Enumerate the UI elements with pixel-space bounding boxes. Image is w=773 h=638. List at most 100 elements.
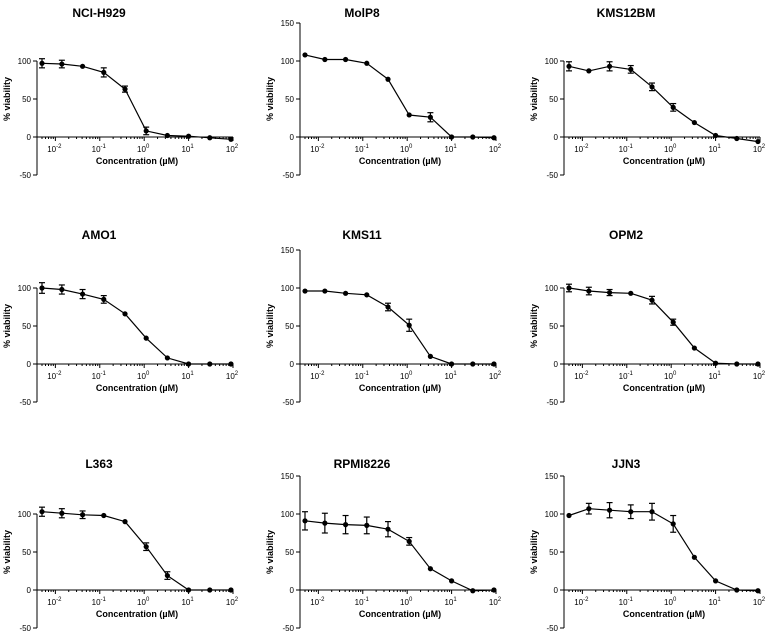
- x-tick-exponent: 0: [146, 597, 150, 603]
- x-tick-label: 10-1: [355, 144, 370, 154]
- x-tick-exponent: 2: [498, 144, 502, 150]
- x-tick-base: 10: [400, 598, 409, 607]
- data-point: [491, 135, 497, 141]
- x-tick-exponent: 1: [717, 597, 721, 603]
- data-point: [342, 522, 349, 528]
- x-tick-exponent: 0: [146, 371, 150, 377]
- y-tick-label: 0: [554, 586, 559, 595]
- chart-title: NCI-H929: [72, 6, 126, 20]
- data-point: [364, 60, 370, 66]
- x-tick-base: 10: [708, 372, 717, 381]
- x-tick-base: 10: [489, 145, 498, 154]
- x-tick-base: 10: [47, 372, 56, 381]
- y-axis-label: % viability: [2, 304, 12, 348]
- x-axis-label: Concentration (µM): [623, 156, 705, 166]
- y-axis-label: % viability: [529, 77, 539, 121]
- x-tick-exponent: -2: [319, 144, 325, 150]
- y-tick-label: -50: [282, 398, 294, 407]
- y-tick-label: 100: [545, 57, 559, 66]
- data-point: [79, 512, 86, 518]
- data-point: [670, 104, 676, 110]
- series-line: [41, 287, 231, 365]
- y-tick-label: 0: [290, 360, 295, 369]
- y-axis-label: % viability: [265, 530, 275, 574]
- y-tick-label: 50: [22, 548, 31, 557]
- series-line: [568, 508, 759, 592]
- data-point: [228, 587, 234, 593]
- y-tick-label: -50: [282, 624, 294, 633]
- x-tick-exponent: -2: [56, 597, 62, 603]
- y-tick-label: 100: [545, 284, 559, 293]
- x-tick-base: 10: [664, 598, 673, 607]
- x-tick-base: 10: [708, 598, 717, 607]
- data-point: [427, 566, 433, 572]
- data-point: [164, 132, 170, 139]
- data-point: [164, 572, 170, 579]
- x-tick-base: 10: [619, 372, 628, 381]
- x-tick-base: 10: [619, 598, 628, 607]
- y-tick-label: 100: [18, 284, 32, 293]
- x-tick-exponent: -2: [583, 144, 589, 150]
- data-point: [143, 544, 149, 550]
- x-tick-base: 10: [137, 598, 146, 607]
- x-axis-label: Concentration (µM): [359, 609, 441, 619]
- x-tick-exponent: 1: [453, 144, 457, 150]
- data-point: [101, 296, 107, 302]
- x-tick-base: 10: [226, 598, 235, 607]
- x-tick-label: 10-2: [47, 144, 62, 154]
- x-tick-exponent: 0: [673, 371, 677, 377]
- x-axis-label: Concentration (µM): [359, 383, 441, 393]
- y-tick-label: 50: [285, 95, 294, 104]
- x-tick-label: 10-2: [574, 144, 589, 154]
- y-tick-label: 150: [281, 472, 295, 481]
- x-tick-base: 10: [47, 598, 56, 607]
- x-tick-exponent: 2: [762, 144, 766, 150]
- chart-title: L363: [85, 457, 113, 471]
- data-point: [185, 133, 192, 139]
- data-point: [302, 52, 308, 58]
- x-tick-base: 10: [400, 372, 409, 381]
- data-point: [427, 353, 433, 359]
- data-point: [228, 136, 234, 142]
- x-tick-base: 10: [444, 145, 453, 154]
- chart-title: KMS12BM: [597, 6, 656, 20]
- data-point: [164, 355, 170, 361]
- data-point: [342, 56, 349, 63]
- x-tick-exponent: 1: [453, 597, 457, 603]
- data-point: [628, 509, 634, 515]
- data-point: [649, 297, 655, 303]
- y-tick-label: 100: [18, 57, 32, 66]
- y-tick-label: 50: [549, 322, 558, 331]
- data-point: [302, 518, 308, 524]
- x-tick-exponent: 0: [673, 597, 677, 603]
- data-point: [691, 119, 697, 126]
- data-point: [101, 512, 107, 519]
- chart-title: OPM2: [609, 228, 643, 242]
- y-tick-label: -50: [546, 171, 558, 180]
- x-tick-label: 101: [444, 144, 457, 154]
- x-tick-base: 10: [400, 145, 409, 154]
- y-axis-label: % viability: [265, 77, 275, 121]
- x-tick-exponent: -1: [101, 144, 107, 150]
- y-axis-label: % viability: [529, 304, 539, 348]
- data-point: [448, 578, 455, 584]
- x-tick-base: 10: [574, 145, 583, 154]
- data-point: [122, 311, 128, 317]
- x-tick-base: 10: [181, 598, 190, 607]
- data-point: [649, 84, 655, 90]
- x-tick-exponent: -1: [101, 597, 107, 603]
- x-tick-label: 101: [181, 597, 194, 607]
- data-point: [755, 138, 761, 145]
- data-point: [734, 361, 740, 367]
- x-tick-base: 10: [444, 598, 453, 607]
- x-tick-exponent: -1: [364, 144, 370, 150]
- data-point: [470, 588, 476, 594]
- data-point: [59, 510, 65, 516]
- x-tick-exponent: 1: [190, 597, 194, 603]
- x-tick-base: 10: [310, 372, 319, 381]
- x-tick-exponent: -2: [56, 371, 62, 377]
- x-axis-label: Concentration (µM): [96, 609, 178, 619]
